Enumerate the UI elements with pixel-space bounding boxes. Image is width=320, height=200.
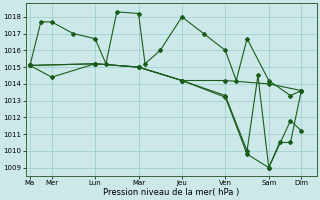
X-axis label: Pression niveau de la mer( hPa ): Pression niveau de la mer( hPa ) <box>103 188 239 197</box>
